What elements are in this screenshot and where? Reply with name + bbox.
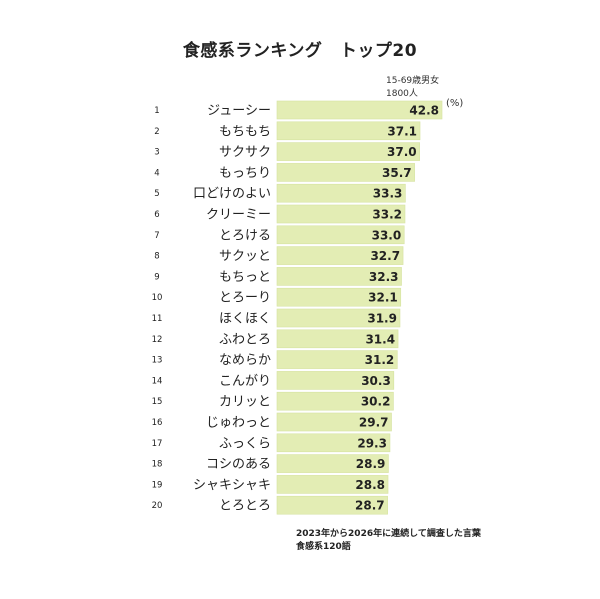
bar <box>276 495 388 515</box>
unit-label: (%) <box>446 98 464 109</box>
category-label: クリーミー <box>206 208 271 223</box>
data-label: 30.2 <box>361 395 391 409</box>
data-label: 32.3 <box>369 270 399 284</box>
rank-label: 12 <box>152 335 163 345</box>
bar <box>276 391 394 411</box>
bar <box>276 454 389 473</box>
category-label: ふっくら <box>219 436 271 451</box>
rank-label: 7 <box>154 231 159 241</box>
rank-label: 5 <box>154 189 159 199</box>
data-label: 32.1 <box>368 291 398 305</box>
rank-label: 18 <box>152 460 163 470</box>
rank-label: 16 <box>152 418 163 428</box>
bar <box>276 287 402 307</box>
rank-label: 10 <box>152 293 163 303</box>
bar <box>276 433 391 453</box>
category-label: コシのある <box>206 457 271 472</box>
data-label: 29.7 <box>359 416 389 430</box>
bar <box>276 308 401 328</box>
rank-label: 11 <box>152 314 163 324</box>
bar <box>276 350 398 369</box>
category-label: サクッと <box>219 249 271 264</box>
bar <box>276 225 405 245</box>
category-label: ほくほく <box>219 312 271 327</box>
data-label: 29.3 <box>357 436 387 450</box>
data-label: 33.0 <box>372 228 402 242</box>
bar <box>276 142 420 161</box>
rank-label: 4 <box>154 168 159 178</box>
data-label: 31.4 <box>365 332 395 346</box>
category-label: シャキシャキ <box>193 478 271 493</box>
rank-label: 6 <box>154 210 159 220</box>
rank-label: 13 <box>152 356 163 366</box>
data-label: 31.9 <box>367 312 397 326</box>
data-label: 28.9 <box>356 457 386 471</box>
data-label: 42.8 <box>409 104 439 118</box>
category-label: もっちり <box>219 166 271 181</box>
data-label: 30.3 <box>361 374 391 388</box>
data-label: 37.0 <box>387 145 417 159</box>
bar <box>276 121 421 141</box>
category-label: もちっと <box>219 270 271 285</box>
bar <box>276 412 392 432</box>
rank-label: 1 <box>154 106 159 116</box>
category-label: サクサク <box>219 145 271 160</box>
rank-label: 17 <box>152 439 163 449</box>
bar <box>276 267 402 286</box>
data-label: 31.2 <box>365 353 395 367</box>
category-label: じゅわっと <box>206 416 271 431</box>
data-label: 33.2 <box>372 208 402 222</box>
rank-label: 9 <box>154 272 159 282</box>
bar <box>276 204 406 224</box>
data-label: 28.7 <box>355 499 385 513</box>
bar <box>276 183 406 203</box>
category-label: こんがり <box>219 374 271 389</box>
rank-label: 20 <box>152 501 163 511</box>
data-label: 33.3 <box>373 187 403 201</box>
data-label: 32.7 <box>370 249 400 263</box>
rank-label: 8 <box>154 252 159 262</box>
bar <box>276 475 389 494</box>
category-label: なめらか <box>219 353 271 368</box>
footnote-survey-note: 2023年から2026年に連続して調査した言葉 <box>296 529 481 539</box>
bar <box>276 371 395 390</box>
sample-group-label: 15-69歳男女 <box>386 76 440 86</box>
category-label: カリッと <box>219 395 271 410</box>
rank-label: 3 <box>154 148 159 158</box>
bar <box>276 246 404 265</box>
category-label: もちもち <box>219 124 271 139</box>
category-label: ふわとろ <box>219 332 271 347</box>
data-label: 28.8 <box>355 478 385 492</box>
footnote-word-count: 食感系120語 <box>296 542 351 552</box>
data-label: 37.1 <box>387 124 417 138</box>
category-label: とろとろ <box>219 499 271 514</box>
chart-title: 食感系ランキング トップ20 <box>182 41 418 61</box>
category-label: ジューシー <box>207 104 271 119</box>
data-label: 35.7 <box>382 166 412 180</box>
rank-label: 14 <box>152 376 163 386</box>
category-label: 口どけのよい <box>193 187 271 202</box>
sample-size-label: 1800人 <box>386 89 418 99</box>
bar <box>276 100 443 120</box>
rank-label: 19 <box>152 480 163 490</box>
bar <box>276 163 415 182</box>
bar <box>276 329 399 349</box>
category-label: とろーり <box>219 291 271 306</box>
rank-label: 2 <box>154 127 159 137</box>
category-label: とろける <box>219 228 271 243</box>
rank-label: 15 <box>152 397 163 407</box>
